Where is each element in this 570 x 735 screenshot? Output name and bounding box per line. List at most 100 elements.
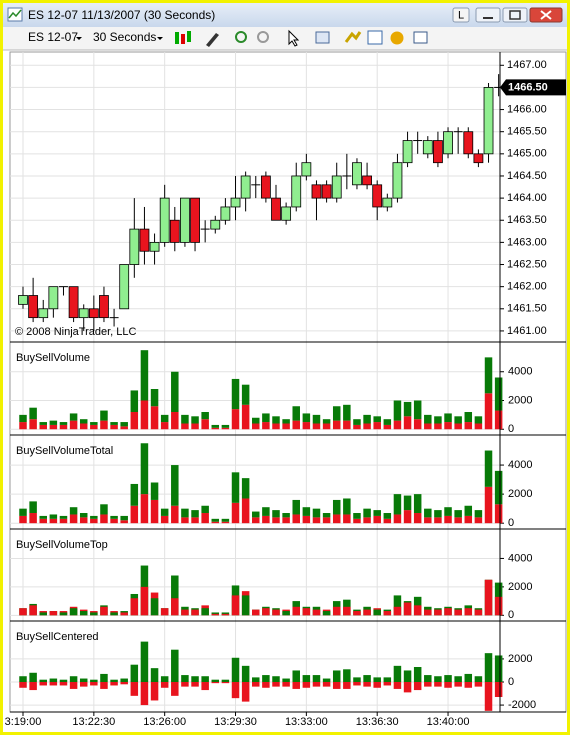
x-tick-label: 13:33:00 <box>285 716 328 728</box>
sell-bar <box>272 423 280 430</box>
sell-bar <box>150 499 159 524</box>
y-tick-label: 1461.00 <box>507 325 547 337</box>
buy-bar <box>332 406 341 421</box>
sell-bar <box>383 611 392 616</box>
buy-bar <box>434 510 442 518</box>
buy-bar <box>201 608 209 616</box>
sell-bar <box>252 682 260 687</box>
buy-bar <box>69 676 78 682</box>
candle-body <box>78 308 89 319</box>
sell-bar <box>160 682 169 688</box>
link-button[interactable] <box>452 7 470 23</box>
buy-bar <box>59 612 68 616</box>
y-tick-label: 0 <box>508 609 514 621</box>
sell-bar <box>373 682 381 688</box>
indicator-icon[interactable] <box>367 30 383 45</box>
sell-bar <box>79 517 88 524</box>
sell-bar <box>353 682 361 686</box>
sell-bar <box>292 420 300 430</box>
sell-bar <box>140 586 149 616</box>
buy-bar <box>373 609 381 616</box>
sell-bar <box>484 393 493 430</box>
buy-bar <box>464 673 473 682</box>
sell-bar <box>49 611 58 616</box>
instrument-selector[interactable]: ES 12-07 <box>28 30 78 44</box>
zoom-out-icon[interactable] <box>257 31 269 43</box>
candle-body <box>99 295 109 319</box>
money-icon[interactable] <box>390 31 404 45</box>
buy-bar <box>403 495 412 511</box>
sell-bar <box>29 682 37 691</box>
zoom-in-icon[interactable] <box>235 31 247 43</box>
sell-bar <box>353 424 361 430</box>
buy-bar <box>413 400 422 420</box>
y-tick-label: 0 <box>508 676 514 688</box>
sell-bar <box>49 424 58 430</box>
buy-bar <box>353 677 361 682</box>
sell-bar <box>262 682 270 688</box>
sell-bar <box>19 608 27 616</box>
minimize-button[interactable] <box>475 7 501 23</box>
last-price-marker <box>500 79 566 96</box>
draw-tool-icon[interactable] <box>206 33 219 47</box>
sell-bar <box>454 682 462 687</box>
sell-bar <box>343 606 351 616</box>
bar-type-icon[interactable] <box>175 32 179 44</box>
y-tick-label: 1467.00 <box>507 59 547 71</box>
cursor-icon[interactable] <box>288 29 300 47</box>
buy-bar <box>312 508 321 518</box>
buy-bar <box>110 422 118 425</box>
sell-bar <box>363 682 371 687</box>
buy-bar <box>140 350 149 401</box>
sell-bar <box>130 682 139 696</box>
y-tick-label: 4000 <box>508 552 532 564</box>
y-tick-label: 1462.00 <box>507 281 547 293</box>
sell-bar <box>302 608 311 616</box>
buy-bar <box>332 499 341 515</box>
buy-bar <box>302 413 311 423</box>
sell-bar <box>393 514 402 524</box>
candle-body <box>311 184 322 199</box>
buy-bar <box>120 422 128 427</box>
sell-bar <box>49 682 58 686</box>
candle-body <box>180 197 190 243</box>
buy-bar <box>252 677 260 682</box>
sell-bar <box>110 424 118 430</box>
toolbar-icons <box>175 29 428 47</box>
buy-bar <box>444 675 452 682</box>
sell-bar <box>353 611 361 616</box>
buy-bar <box>262 507 270 516</box>
y-tick-label: 1466.00 <box>507 103 547 115</box>
buy-bar <box>474 416 483 424</box>
buy-bar <box>181 414 189 424</box>
sell-bar <box>221 613 230 616</box>
buy-bar <box>393 665 402 682</box>
sell-bar <box>201 513 209 524</box>
sell-bar <box>110 682 118 686</box>
sell-bar <box>302 422 311 430</box>
buy-bar <box>393 494 402 515</box>
data-box-icon[interactable] <box>413 31 428 44</box>
sell-bar <box>262 515 270 524</box>
candle-body <box>372 184 383 208</box>
period-selector[interactable]: 30 Seconds <box>93 30 156 44</box>
y-tick-label: 0 <box>508 423 514 435</box>
buy-bar <box>413 667 422 682</box>
buy-bar <box>353 513 361 519</box>
sell-bar <box>494 410 503 430</box>
sell-bar <box>231 502 240 524</box>
sell-bar <box>464 682 473 688</box>
sell-bar <box>150 682 159 701</box>
properties-icon[interactable] <box>315 31 330 44</box>
sell-bar <box>413 605 422 616</box>
sell-bar <box>39 518 47 524</box>
strategy-icon[interactable] <box>344 31 362 43</box>
candle-body <box>88 308 99 319</box>
buy-bar <box>241 384 250 405</box>
sell-bar <box>424 682 432 687</box>
buy-bar <box>39 612 47 616</box>
maximize-button[interactable] <box>502 7 528 23</box>
sell-bar <box>19 515 27 524</box>
sell-bar <box>424 423 432 430</box>
buy-bar <box>282 513 290 518</box>
